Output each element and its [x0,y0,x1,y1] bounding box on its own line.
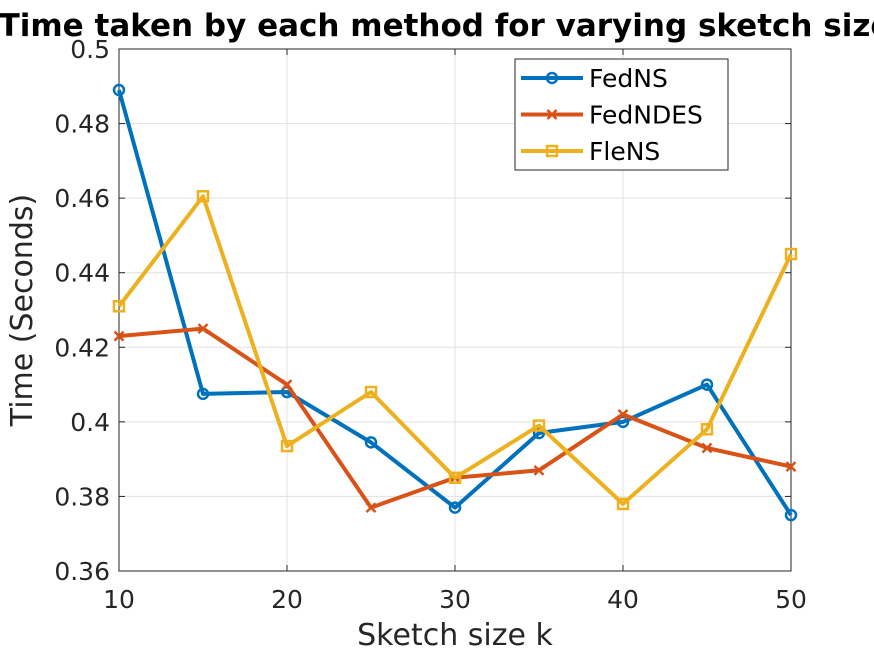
axis-ticks: 10 20 30 40 50 0.36 0.38 0.4 0.42 0.44 0.46 0.48 0.5 [54,35,807,614]
x-tick-label: 50 [775,585,807,614]
data-point [113,330,125,342]
data-point [785,461,797,472]
y-tick-label: 0.4 [70,408,110,437]
series-flens [112,190,798,511]
legend-marker [546,109,558,120]
legend-item: FleNS [521,137,660,166]
y-tick-label: 0.42 [54,333,110,362]
series [112,83,798,522]
legend-label: FleNS [589,137,660,166]
data-point [701,442,713,454]
legend: FedNS FedNDES FleNS [514,58,729,171]
legend-marker [545,144,559,158]
x-tick-label: 20 [271,585,303,614]
y-tick-label: 0.5 [70,35,110,64]
chart-title: Time taken by each method for varying sk… [0,8,874,44]
data-point [112,300,126,313]
data-point [281,379,293,390]
series-line [117,89,793,517]
data-point [196,190,210,203]
y-tick-label: 0.46 [54,184,110,213]
x-tick-label: 30 [439,585,471,614]
data-point [364,436,378,449]
data-point [448,501,462,514]
data-point [280,439,294,453]
x-axis-label: Sketch size k [357,618,553,653]
legend-marker [545,71,559,85]
data-point [784,508,798,522]
y-tick-label: 0.44 [54,259,110,288]
y-axis-label: Time (Seconds) [5,194,40,427]
legend-item: FedNS [521,64,668,93]
data-point [448,471,462,485]
data-point [365,502,377,513]
x-tick-label: 10 [103,585,135,614]
data-point [196,387,210,401]
y-tick-label: 0.38 [54,482,110,511]
legend-label: FedNS [589,64,668,93]
y-tick-label: 0.48 [54,110,110,139]
series-line [117,194,793,506]
legend-item: FedNDES [521,101,703,130]
data-point [700,378,714,391]
y-tick-label: 0.36 [54,557,110,586]
data-point [532,419,546,432]
data-point [700,423,714,436]
legend-label: FedNDES [589,101,703,130]
data-point [364,385,378,399]
data-point [197,323,209,335]
data-point [112,83,126,97]
data-point [616,497,630,511]
x-tick-label: 40 [607,585,639,614]
data-point [616,415,630,429]
data-point [617,409,629,420]
data-point [784,247,798,261]
data-point [533,464,545,476]
